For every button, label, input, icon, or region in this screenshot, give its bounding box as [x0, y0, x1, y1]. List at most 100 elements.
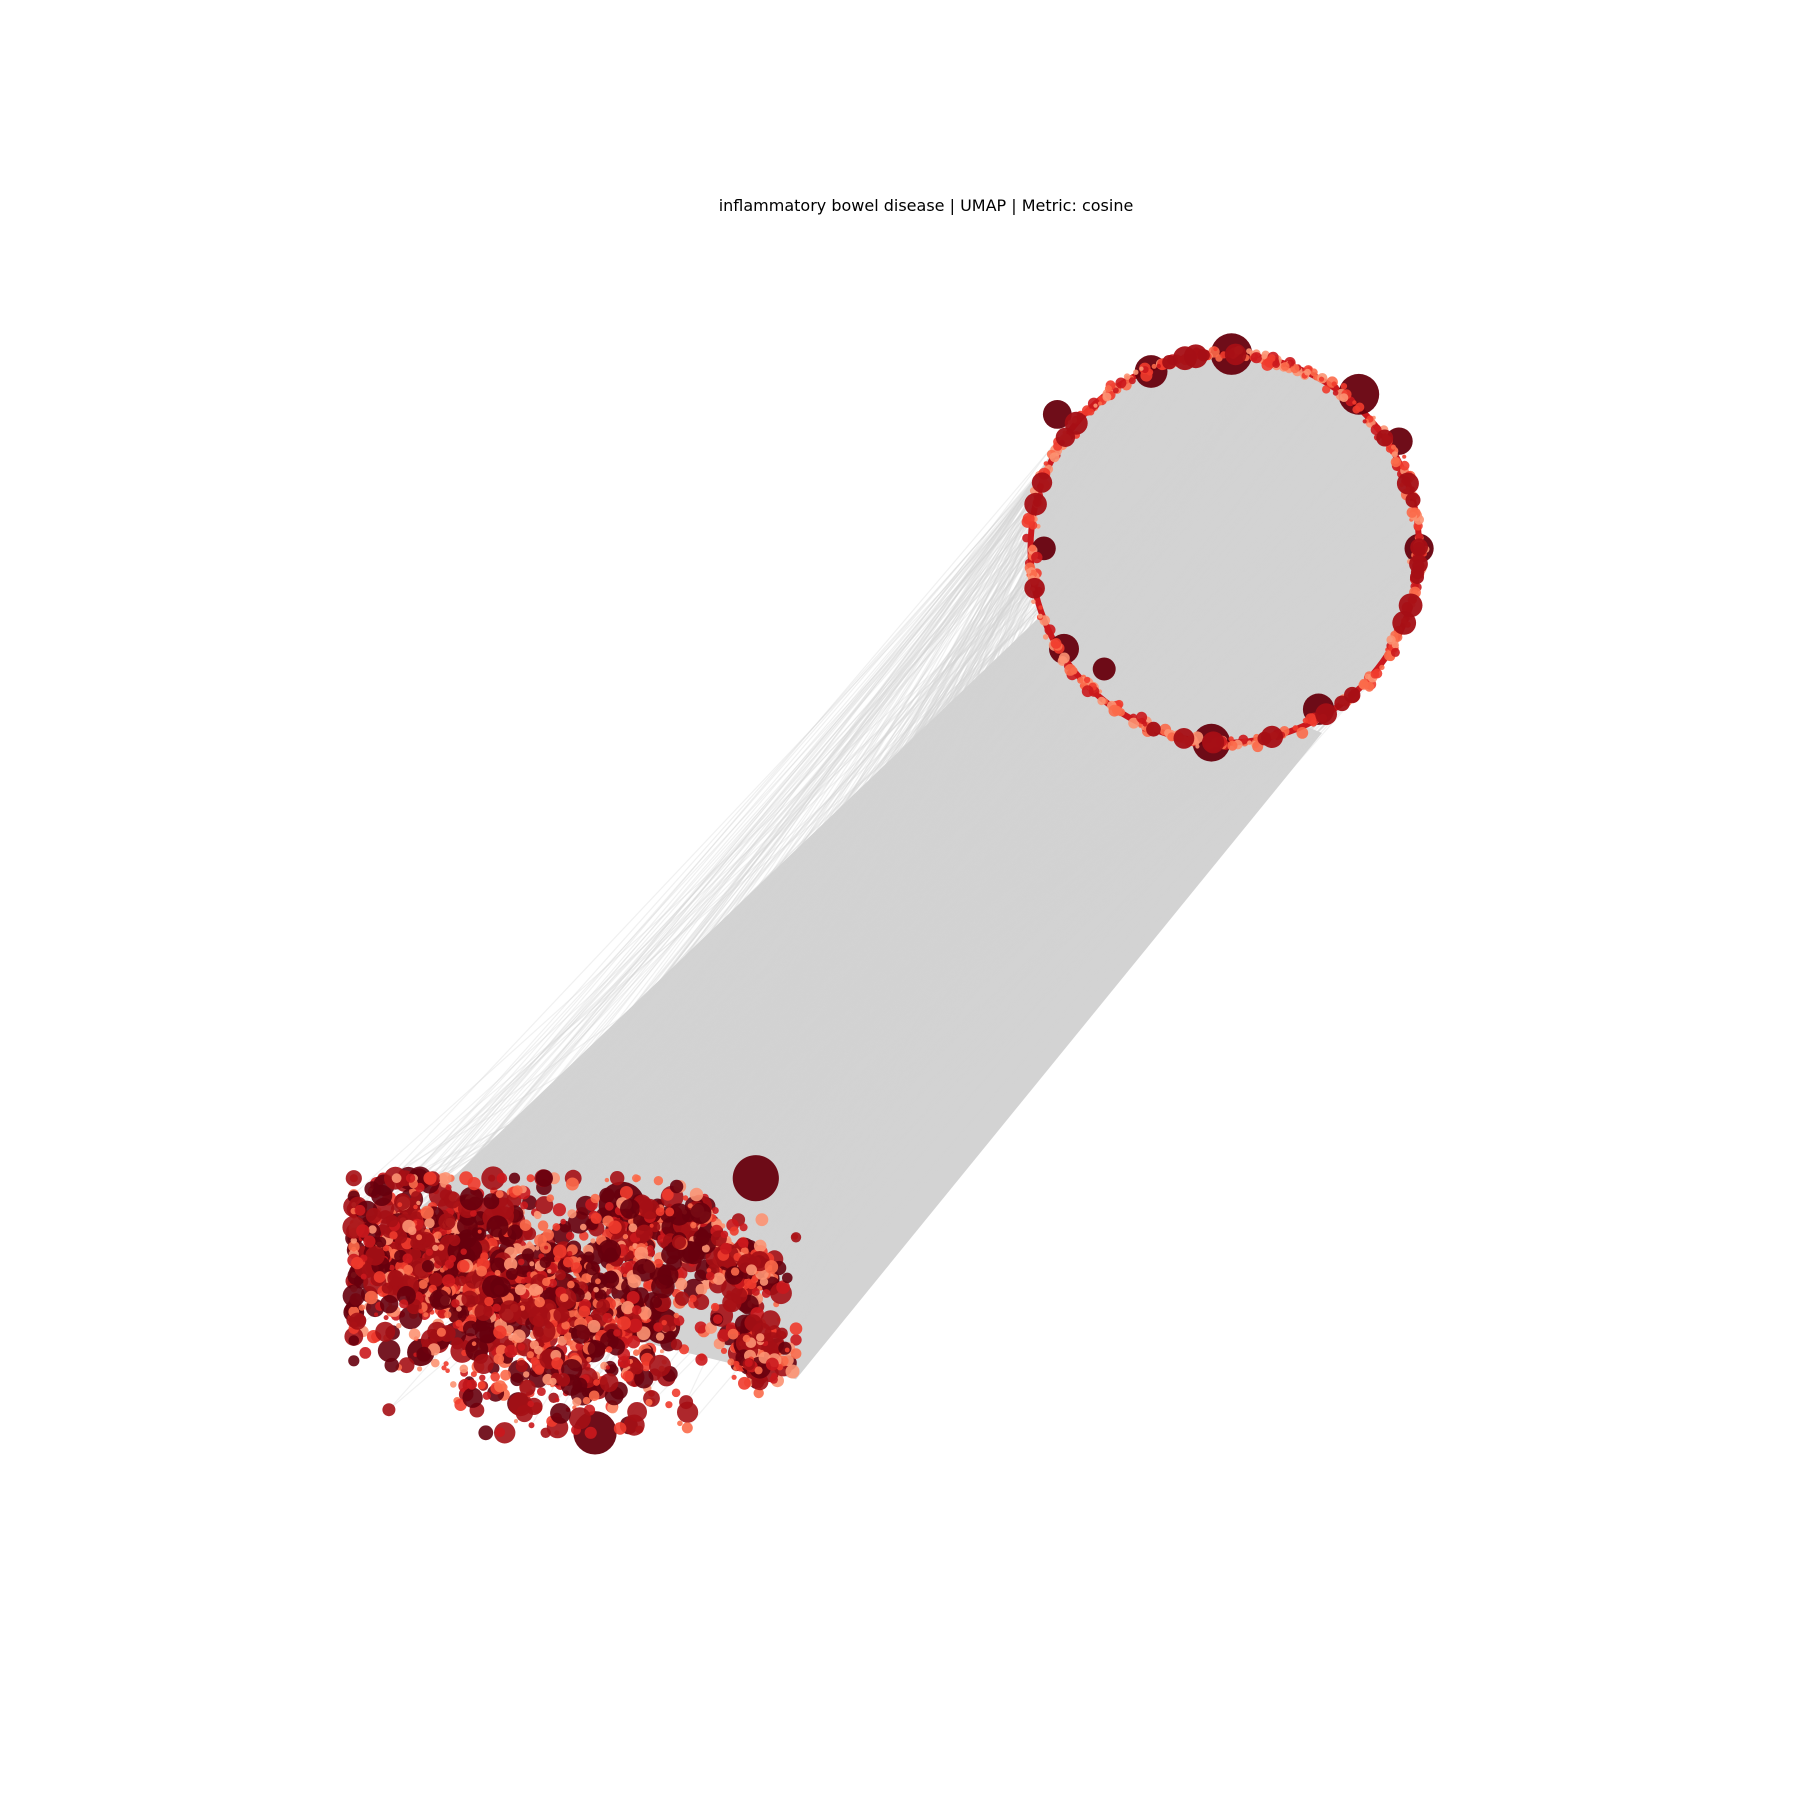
- data-point: [1133, 369, 1139, 375]
- data-point: [368, 1225, 377, 1234]
- data-point: [1031, 472, 1053, 493]
- edge-line: [729, 360, 1277, 1306]
- data-point: [1399, 460, 1410, 471]
- edge-line: [607, 355, 1254, 1236]
- data-point: [559, 1293, 569, 1302]
- data-point: [416, 1200, 421, 1206]
- edge-line: [743, 557, 1038, 1345]
- edge-line: [383, 394, 1111, 1209]
- data-point: [1043, 461, 1049, 466]
- data-point: [519, 1219, 532, 1231]
- data-point: [1391, 444, 1396, 450]
- edge-line: [665, 634, 1395, 1378]
- edge-line: [390, 350, 1197, 1220]
- data-point: [437, 1244, 445, 1251]
- edge-line: [353, 691, 1095, 1244]
- data-point: [1037, 613, 1043, 619]
- edge-line: [780, 359, 1178, 1294]
- edge-line: [701, 465, 1398, 1207]
- edge-line: [398, 369, 1309, 1239]
- data-point: [682, 1241, 705, 1265]
- edge-line: [357, 383, 1335, 1207]
- data-point: [600, 1331, 619, 1351]
- data-point: [602, 1312, 613, 1324]
- edge-line: [795, 720, 1307, 1238]
- data-point: [513, 1419, 519, 1424]
- data-point: [436, 1327, 446, 1337]
- data-point: [514, 1284, 527, 1296]
- data-point: [753, 1387, 764, 1399]
- data-point: [465, 1271, 483, 1289]
- edge-line: [552, 463, 1047, 1263]
- edge-line: [686, 486, 1041, 1215]
- edge-line: [648, 363, 1164, 1286]
- data-point: [363, 1235, 376, 1248]
- edge-line: [570, 734, 1270, 1286]
- edge-line: [454, 355, 1209, 1315]
- edge-line: [693, 736, 1180, 1226]
- data-point: [1331, 381, 1337, 387]
- data-point: [555, 1269, 566, 1281]
- data-point: [534, 1245, 540, 1251]
- data-point: [633, 1349, 640, 1356]
- data-point: [490, 1372, 501, 1382]
- edge-line: [593, 445, 1063, 1217]
- edge-line: [686, 568, 1421, 1429]
- edge-line: [402, 677, 1373, 1242]
- data-point: [1136, 711, 1148, 723]
- edge-line: [376, 568, 1421, 1185]
- data-point: [515, 1404, 534, 1423]
- edge-line: [717, 720, 1141, 1226]
- data-point: [477, 1229, 482, 1234]
- edge-line: [646, 364, 1268, 1267]
- data-point: [677, 1420, 683, 1427]
- edge-line: [442, 455, 1058, 1268]
- edge-line: [612, 677, 1373, 1220]
- data-point: [659, 1349, 664, 1354]
- edge-line: [445, 722, 1139, 1269]
- edge-line: [496, 570, 1030, 1228]
- edge-line: [482, 350, 1198, 1315]
- edge-line: [758, 518, 1030, 1361]
- edge-line: [548, 512, 1416, 1308]
- edge-line: [779, 353, 1253, 1368]
- edge-line: [717, 691, 1355, 1227]
- edge-line: [581, 567, 1031, 1322]
- data-point: [386, 1214, 399, 1228]
- data-point: [444, 1259, 454, 1269]
- data-point: [481, 1166, 505, 1190]
- data-point: [1332, 390, 1339, 396]
- edge-line: [502, 450, 1393, 1210]
- data-point: [552, 1223, 561, 1231]
- data-point: [744, 1314, 762, 1332]
- data-point: [512, 1185, 523, 1196]
- edge-line: [633, 579, 1416, 1221]
- data-point: [658, 1314, 677, 1333]
- edge-line: [429, 636, 1399, 1179]
- edge-line: [445, 599, 1414, 1289]
- edge-line: [458, 474, 1410, 1272]
- edge-line: [540, 571, 1033, 1264]
- edge-line: [388, 573, 1034, 1284]
- edge-line: [638, 732, 1169, 1251]
- data-point: [738, 1376, 751, 1390]
- data-point: [689, 1187, 704, 1202]
- edge-line: [749, 460, 1397, 1350]
- edge-line: [415, 408, 1094, 1244]
- data-point: [1128, 717, 1140, 729]
- data-point: [586, 1356, 592, 1362]
- edge-line: [436, 662, 1069, 1234]
- edge-line: [625, 545, 1419, 1346]
- data-point: [399, 1299, 409, 1309]
- edge-line: [417, 742, 1246, 1293]
- data-point: [425, 1248, 433, 1256]
- edge-line: [499, 363, 1164, 1309]
- data-point: [720, 1230, 729, 1239]
- edge-line: [417, 583, 1036, 1293]
- data-point: [444, 1311, 452, 1319]
- edge-line: [378, 724, 1153, 1243]
- edge-line: [507, 731, 1158, 1238]
- data-point: [413, 1204, 418, 1210]
- data-point: [373, 1271, 386, 1283]
- chart-title: inflammatory bowel disease | UMAP | Metr…: [718, 196, 1134, 215]
